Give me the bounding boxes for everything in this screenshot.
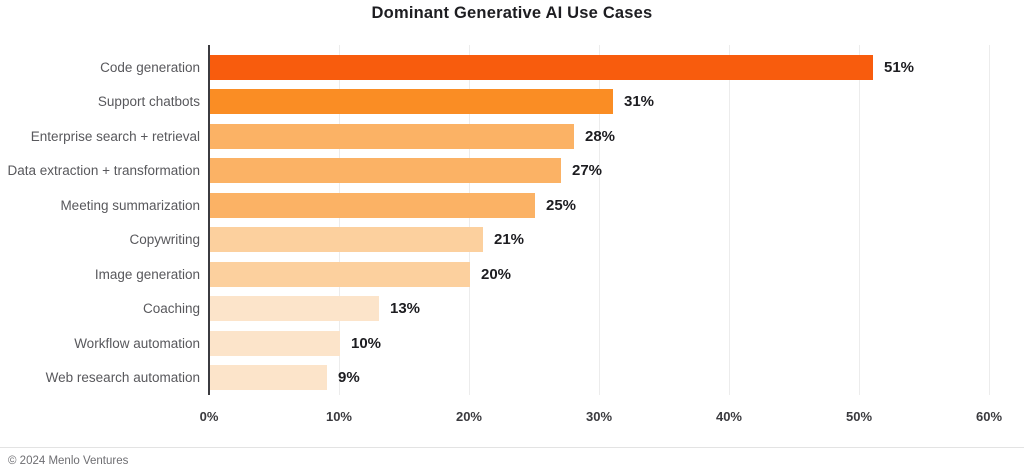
- value-label: 51%: [884, 58, 915, 76]
- bar: [210, 261, 470, 287]
- bar-track: 28%: [210, 123, 990, 149]
- value-label: 31%: [624, 93, 655, 111]
- category-label: Workflow automation: [74, 335, 200, 351]
- value-label: 27%: [572, 162, 603, 180]
- bar-track: 13%: [210, 296, 990, 322]
- value-label: 13%: [390, 300, 421, 318]
- category-label: Enterprise search + retrieval: [30, 128, 200, 144]
- x-tick-label: 60%: [975, 409, 1003, 424]
- x-axis: 0% 10% 20% 30% 40% 50% 60%: [200, 409, 1002, 429]
- value-label: 10%: [350, 334, 382, 352]
- category-label: Image generation: [94, 266, 200, 282]
- bar-track: 10%: [210, 330, 990, 356]
- value-label: 28%: [585, 127, 616, 145]
- chart-title: Dominant Generative AI Use Cases: [371, 4, 653, 22]
- bar-row: Support chatbots 31%: [0, 85, 1024, 120]
- bar: [210, 123, 574, 149]
- bar: [210, 54, 873, 80]
- x-tick-label: 50%: [845, 409, 873, 424]
- x-tick-label: 40%: [715, 409, 742, 424]
- bar-row: Code generation 51%: [0, 50, 1024, 85]
- bar: [210, 330, 340, 356]
- bar: [210, 89, 613, 115]
- bar: [210, 192, 535, 218]
- bar-track: 31%: [210, 89, 990, 115]
- value-label: 25%: [546, 196, 577, 214]
- y-axis-line: [208, 45, 210, 395]
- gridline: [989, 45, 990, 395]
- value-label: 9%: [338, 369, 360, 387]
- category-label: Support chatbots: [97, 94, 200, 110]
- gridline: [338, 45, 340, 395]
- bar-row: Data extraction + transformation 27%: [0, 154, 1024, 189]
- category-label: Copywriting: [129, 232, 200, 248]
- category-label: Data extraction + transformation: [7, 163, 200, 179]
- x-tick-label: 0%: [199, 409, 219, 424]
- bar: [210, 365, 327, 391]
- bar-track: 9%: [210, 365, 990, 391]
- gridlines: [209, 45, 990, 395]
- value-label: 21%: [494, 231, 525, 249]
- bar: [210, 296, 379, 322]
- bar-track: 27%: [210, 158, 990, 184]
- bar-row: Meeting summarization 25%: [0, 188, 1024, 223]
- bar-row: Workflow automation 10%: [0, 326, 1024, 361]
- bar-row: Web research automation 9%: [0, 361, 1024, 396]
- bar-row: Coaching 13%: [0, 292, 1024, 327]
- bar: [210, 227, 483, 253]
- bar-track: 20%: [210, 261, 990, 287]
- gridline: [599, 45, 600, 395]
- category-label: Code generation: [100, 59, 200, 75]
- x-tick-label: 30%: [585, 409, 613, 424]
- x-tick-label: 10%: [325, 409, 352, 424]
- gridline: [859, 45, 860, 395]
- category-label: Meeting summarization: [60, 197, 200, 213]
- bar-track: 25%: [210, 192, 990, 218]
- x-tick-label: 20%: [455, 409, 482, 424]
- bar-track: 51%: [210, 54, 990, 80]
- bar-row: Copywriting 21%: [0, 223, 1024, 258]
- footer-divider: [0, 447, 1024, 448]
- value-label: 20%: [480, 265, 512, 283]
- bar-plot: Code generation 51% Support chatbots 31%…: [0, 50, 1024, 395]
- bar: [210, 158, 561, 184]
- category-label: Coaching: [142, 301, 200, 317]
- gridline: [728, 45, 730, 395]
- category-label: Web research automation: [45, 370, 200, 386]
- gridline: [468, 45, 470, 395]
- copyright-text: © 2024 Menlo Ventures: [8, 455, 129, 467]
- bar-track: 21%: [210, 227, 990, 253]
- bar-row: Image generation 20%: [0, 257, 1024, 292]
- bar-row: Enterprise search + retrieval 28%: [0, 119, 1024, 154]
